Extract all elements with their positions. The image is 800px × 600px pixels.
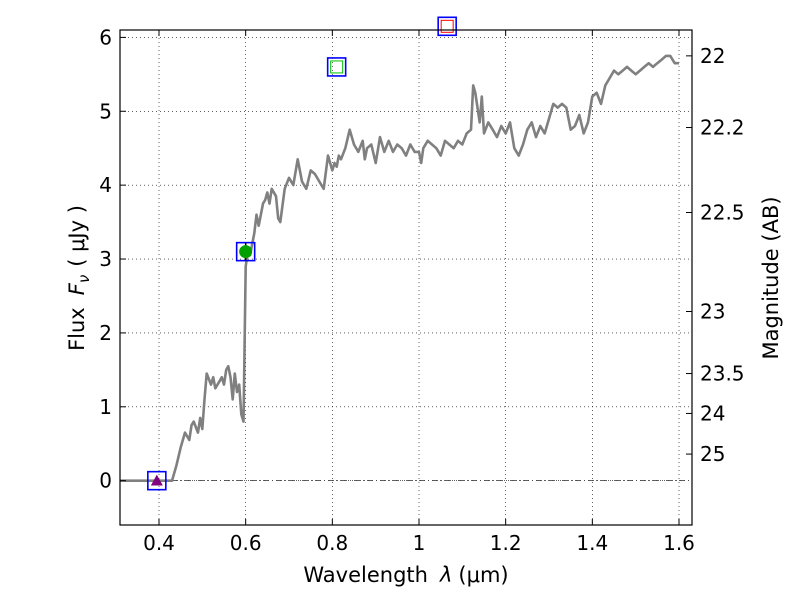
x-tick-label: 1.6 [663, 531, 695, 555]
photometry-point [330, 60, 344, 74]
x-tick-label: 0.6 [230, 531, 262, 555]
y2-tick-label: 22.5 [700, 200, 745, 224]
photometry-point [150, 474, 163, 486]
x-tick-label: 0.8 [316, 531, 348, 555]
plot-frame [119, 29, 693, 526]
photometry-point [440, 19, 454, 33]
x-axis-label: Wavelength λ (μm) [303, 563, 508, 587]
photometry-box [235, 241, 256, 262]
spectrum-line [120, 54, 679, 482]
y-tick-label: 1 [99, 395, 112, 419]
grid-lines [120, 30, 692, 525]
y2-tick-label: 22 [700, 44, 725, 68]
overflow-markers [437, 16, 457, 37]
photometry-box [326, 57, 347, 77]
x-tick-label: 1 [413, 531, 426, 555]
y2-axis-label: Magnitude (AB) [759, 196, 783, 359]
axis-ticks: 0.4 0.6 0.8 1 1.2 1.4 1.601234562222.222.52323… [99, 25, 744, 555]
plot-area [120, 54, 692, 491]
x-tick-label: 1.4 [576, 531, 608, 555]
y2-tick-label: 24 [700, 401, 725, 425]
y-tick-label: 2 [99, 321, 112, 345]
y2-tick-label: 23 [700, 299, 725, 323]
y-tick-label: 4 [99, 173, 112, 197]
x-tick-label: 1.2 [490, 531, 522, 555]
y-axis-label: FluxFν( μJy ) [65, 205, 93, 351]
y-tick-label: 5 [99, 99, 112, 123]
photometry-point [239, 245, 253, 259]
y2-tick-label: 25 [700, 442, 725, 466]
y-tick-label: 6 [99, 25, 112, 49]
y-tick-label: 0 [99, 469, 112, 493]
photometry-box [437, 16, 457, 37]
y-tick-label: 3 [99, 247, 112, 271]
x-tick-label: 0.4 [143, 531, 175, 555]
y2-tick-label: 22.2 [700, 116, 745, 140]
y2-tick-label: 23.5 [700, 362, 745, 386]
photometry-box [147, 470, 167, 491]
